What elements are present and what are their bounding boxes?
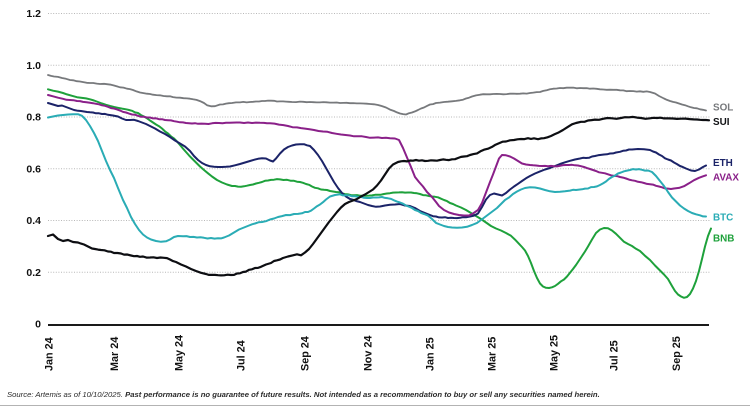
- svg-text:BTC: BTC: [713, 213, 733, 224]
- svg-text:AVAX: AVAX: [713, 173, 739, 184]
- svg-text:May 25: May 25: [548, 335, 560, 371]
- svg-text:Mar 24: Mar 24: [109, 337, 121, 371]
- svg-text:0.8: 0.8: [26, 112, 41, 124]
- svg-text:0.6: 0.6: [26, 164, 41, 176]
- svg-text:Jan 25: Jan 25: [424, 337, 436, 371]
- svg-text:Mar 25: Mar 25: [486, 337, 498, 371]
- svg-text:SOL: SOL: [713, 103, 733, 114]
- svg-text:1.2: 1.2: [26, 8, 41, 20]
- svg-text:0: 0: [35, 319, 41, 331]
- svg-text:Jul 24: Jul 24: [235, 340, 247, 371]
- svg-text:Sep 24: Sep 24: [299, 336, 311, 371]
- svg-text:Sep 25: Sep 25: [671, 336, 683, 371]
- svg-text:Source: Artemis as of 10/10/20: Source: Artemis as of 10/10/2025. Past p…: [7, 390, 600, 399]
- svg-text:BNB: BNB: [713, 234, 734, 245]
- svg-text:1.0: 1.0: [26, 60, 41, 72]
- svg-text:Nov 24: Nov 24: [362, 336, 374, 371]
- svg-text:Jul 25: Jul 25: [608, 340, 620, 371]
- svg-text:Jan 24: Jan 24: [43, 337, 55, 371]
- svg-text:0.2: 0.2: [26, 267, 41, 279]
- svg-text:May 24: May 24: [173, 335, 185, 371]
- svg-text:0.4: 0.4: [26, 215, 41, 227]
- svg-text:SUI: SUI: [713, 117, 730, 128]
- svg-text:ETH: ETH: [713, 158, 733, 169]
